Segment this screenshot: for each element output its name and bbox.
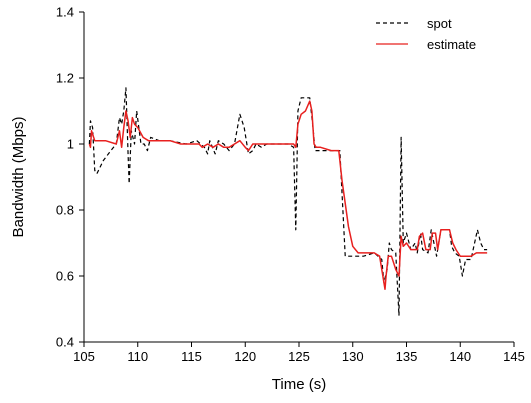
series-layer (88, 87, 488, 317)
legend-label-estimate: estimate (427, 37, 476, 52)
x-axis-label: Time (s) (272, 376, 326, 393)
y-tick-label: 0.6 (56, 269, 74, 284)
y-ticks: 0.4 0.6 0.8 1 1.2 1.4 (56, 5, 84, 350)
x-tick-label: 110 (127, 349, 148, 364)
x-tick-label: 125 (288, 349, 310, 364)
x-tick-label: 130 (342, 349, 364, 364)
x-tick-label: 140 (449, 349, 471, 364)
legend-label-spot: spot (427, 16, 452, 31)
x-tick-label: 145 (503, 349, 525, 364)
y-tick-label: 1 (67, 137, 74, 152)
series-line-spot (88, 87, 488, 317)
x-ticks: 105 110 115 120 125 130 135 140 145 (73, 342, 525, 364)
x-tick-label: 135 (396, 349, 418, 364)
y-tick-label: 1.4 (56, 5, 74, 20)
legend: spot estimate (376, 16, 476, 52)
x-tick-label: 120 (234, 349, 256, 364)
y-tick-label: 0.8 (56, 203, 74, 218)
y-tick-label: 1.2 (56, 71, 74, 86)
series-line-estimate (88, 100, 488, 290)
y-axis-label: Bandwidth (Mbps) (10, 117, 27, 238)
x-tick-label: 105 (73, 349, 95, 364)
y-tick-label: 0.4 (56, 335, 74, 350)
x-tick-label: 115 (181, 349, 202, 364)
